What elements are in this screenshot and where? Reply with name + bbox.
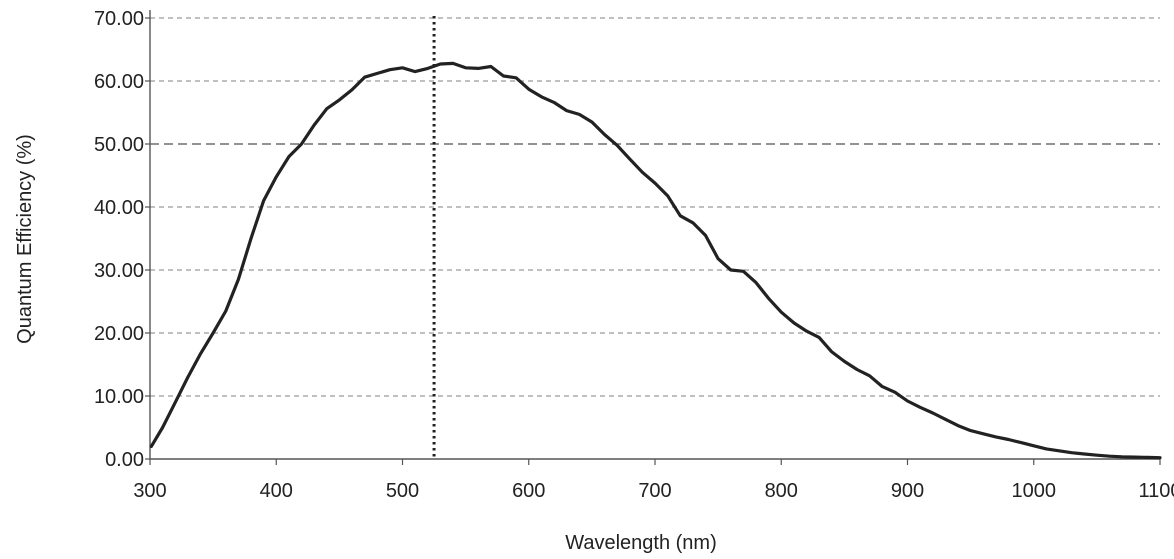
x-tick-label: 600	[512, 480, 545, 502]
y-tick-label: 0.00	[105, 449, 144, 471]
grid-lines	[150, 17, 1160, 397]
y-tick-label: 30.00	[94, 260, 144, 282]
x-tick-label: 400	[260, 480, 293, 502]
series-layer	[149, 61, 1162, 460]
axes	[145, 10, 1161, 465]
x-tick-label: 800	[765, 480, 798, 502]
y-tick-label: 60.00	[94, 71, 144, 93]
x-tick-label: 1100	[1138, 480, 1174, 502]
y-tick-label: 70.00	[94, 8, 144, 30]
y-tick-label: 40.00	[94, 197, 144, 219]
qe-curve	[149, 61, 1162, 460]
x-tick-label: 300	[133, 480, 166, 502]
y-tick-label: 10.00	[94, 386, 144, 408]
y-tick-label: 20.00	[94, 323, 144, 345]
x-tick-label: 900	[891, 480, 924, 502]
x-axis-title: Wavelength (nm)	[565, 532, 717, 554]
x-tick-label: 500	[386, 480, 419, 502]
x-tick-labels: 300 400 500 600 700 800 900 1000 1100	[133, 480, 1174, 502]
x-tick-label: 700	[638, 480, 671, 502]
y-tick-label: 50.00	[94, 134, 144, 156]
y-tick-labels: 0.00 10.00 20.00 30.00 40.00 50.00 60.00 70.00	[94, 8, 144, 471]
x-tick-label: 1000	[1012, 480, 1057, 502]
y-axis-title: Quantum Efficiency (%)	[14, 134, 36, 344]
